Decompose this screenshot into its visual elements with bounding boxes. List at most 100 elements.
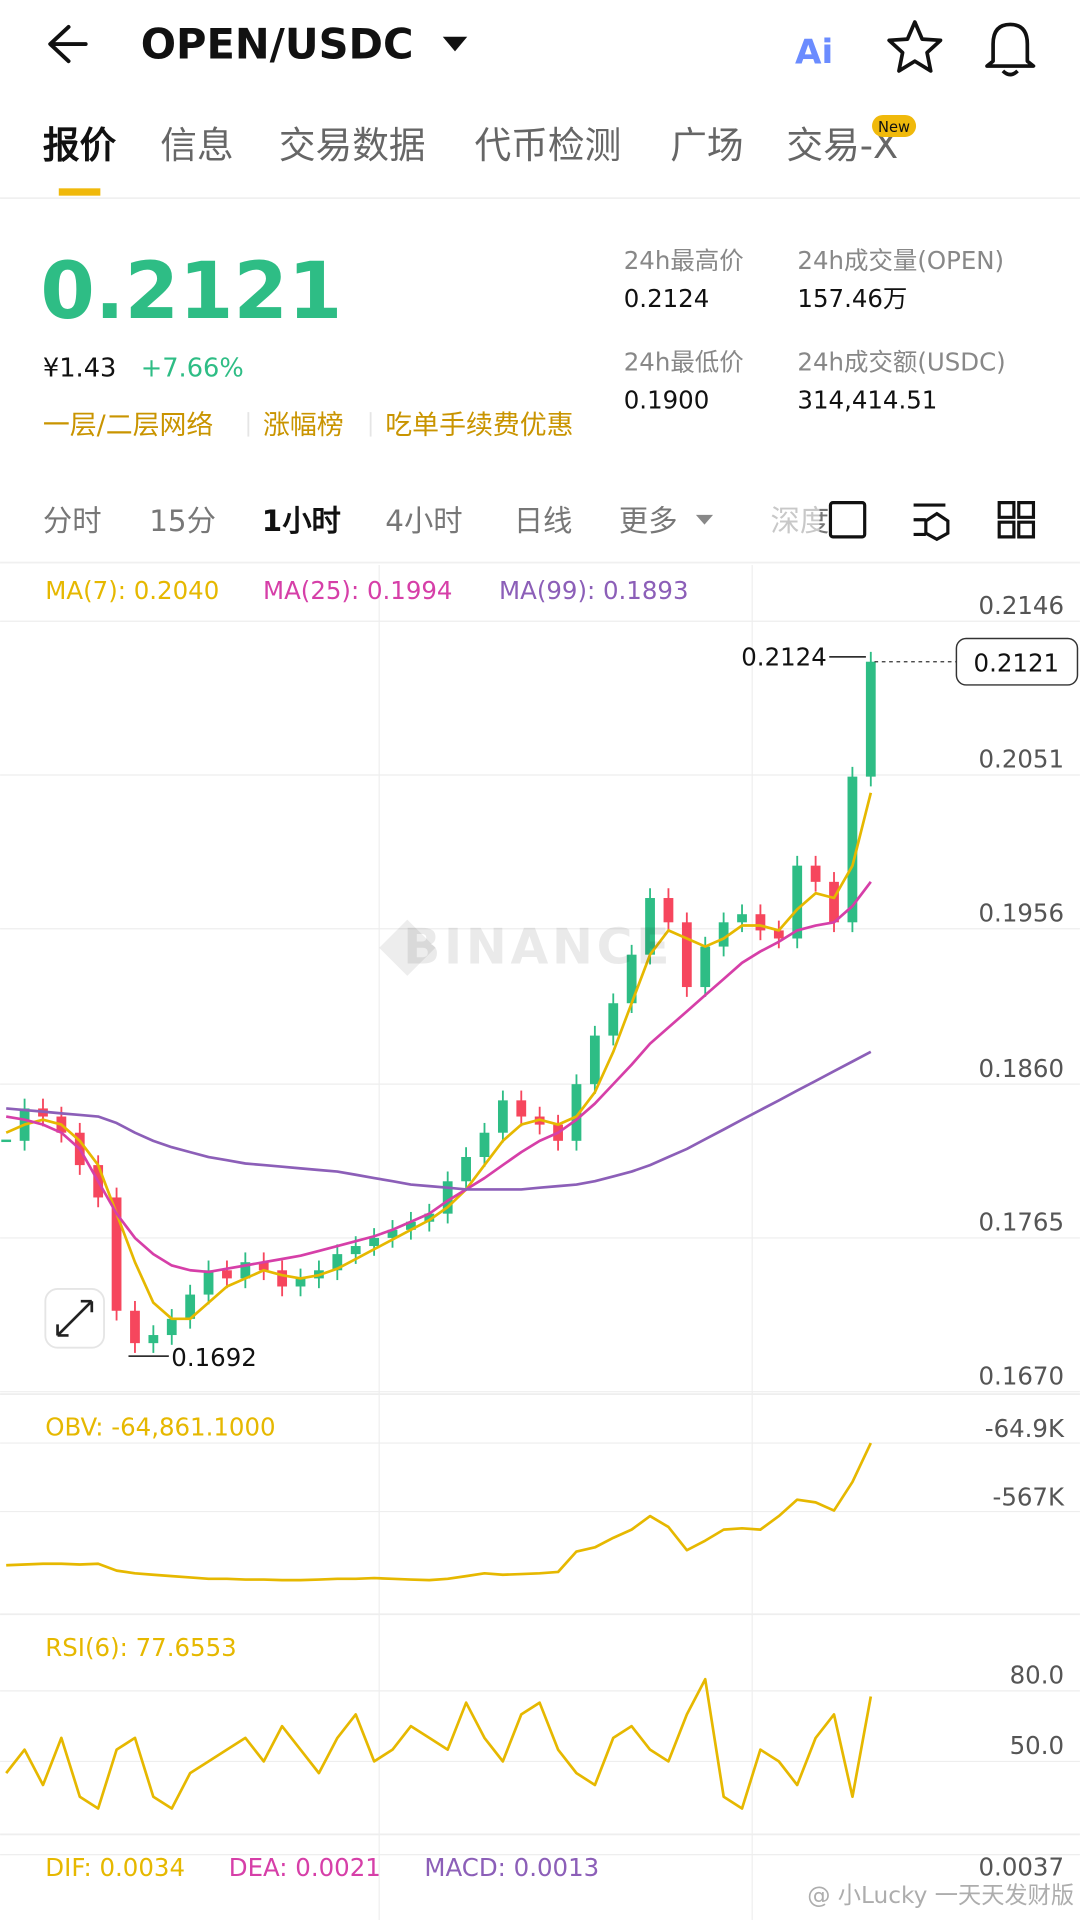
y-tick-label: 0.2146 bbox=[979, 591, 1065, 620]
layout-button[interactable] bbox=[997, 501, 1036, 539]
candle bbox=[295, 1278, 306, 1287]
watermark: BINANCE bbox=[403, 919, 673, 976]
stat-value: 314,414.51 bbox=[797, 385, 937, 414]
candle bbox=[258, 1262, 269, 1271]
candle bbox=[332, 1254, 343, 1271]
chart-tools bbox=[828, 501, 1036, 542]
stat-label: 24h最低价 bbox=[624, 348, 744, 377]
candle bbox=[755, 914, 766, 931]
candle bbox=[369, 1237, 380, 1247]
candle bbox=[608, 1003, 619, 1036]
candle bbox=[350, 1246, 361, 1255]
new-badge-text: New bbox=[878, 119, 910, 136]
candle bbox=[166, 1318, 177, 1336]
candle bbox=[829, 881, 839, 923]
candle bbox=[424, 1213, 435, 1222]
candle bbox=[479, 1132, 490, 1157]
ma-line bbox=[5, 792, 873, 1321]
back-button[interactable] bbox=[48, 24, 88, 64]
candle bbox=[148, 1335, 159, 1344]
tab[interactable]: 广场 bbox=[670, 124, 743, 167]
tag[interactable]: 一层/二层网络 bbox=[43, 410, 213, 441]
tag-list: 一层/二层网络 涨幅榜 吃单手续费优惠 bbox=[43, 410, 574, 441]
interval[interactable]: 日线 bbox=[514, 504, 573, 538]
stat-value: 0.2124 bbox=[624, 284, 710, 313]
candle bbox=[681, 922, 692, 988]
candle bbox=[111, 1197, 122, 1311]
notification-button[interactable] bbox=[985, 22, 1036, 77]
interval[interactable]: 分时 bbox=[43, 504, 102, 538]
candle bbox=[497, 1100, 508, 1133]
interval[interactable]: 1小时 bbox=[262, 504, 341, 538]
interval[interactable]: 4小时 bbox=[385, 504, 462, 538]
interval[interactable]: 更多 bbox=[619, 504, 678, 538]
y-tick-label: -567K bbox=[993, 1482, 1065, 1511]
rsi-legend: RSI(6): 77.6553 bbox=[45, 1633, 236, 1662]
candle bbox=[718, 922, 729, 947]
candle bbox=[663, 898, 674, 923]
tag[interactable]: 吃单手续费优惠 bbox=[385, 410, 573, 441]
rsi-line bbox=[5, 1677, 873, 1810]
macd-legend: MACD: 0.0013 bbox=[424, 1853, 599, 1882]
pair-title[interactable]: OPEN/USDC bbox=[141, 20, 414, 69]
ai-button[interactable]: Ai bbox=[795, 33, 833, 73]
fullscreen-button[interactable] bbox=[828, 501, 867, 539]
last-price-box bbox=[955, 637, 1079, 686]
interval[interactable]: 15分 bbox=[149, 504, 216, 538]
stat-label: 24h成交量(OPEN) bbox=[797, 246, 1004, 275]
candle bbox=[406, 1221, 416, 1230]
macd-legend: DEA: 0.0021 bbox=[229, 1853, 381, 1882]
y-tick-label: 0.2051 bbox=[979, 745, 1065, 774]
last-price: 0.2121 bbox=[40, 246, 342, 337]
stat-label: 24h最高价 bbox=[624, 246, 744, 275]
candle bbox=[737, 914, 747, 923]
tab[interactable]: 交易数据 bbox=[279, 124, 426, 167]
new-badge bbox=[872, 114, 917, 137]
y-tick-label: 0.1765 bbox=[979, 1208, 1065, 1237]
low-label: 0.1692 bbox=[171, 1343, 257, 1372]
candle bbox=[645, 898, 655, 955]
favorite-button[interactable] bbox=[887, 20, 943, 73]
watermark-logo bbox=[379, 919, 436, 976]
pair-dropdown[interactable] bbox=[442, 36, 468, 52]
candle bbox=[277, 1270, 288, 1287]
stat-label: 24h成交额(USDC) bbox=[797, 348, 1005, 377]
y-tick-label: 0.1860 bbox=[979, 1054, 1065, 1083]
ma-legend: MA(25): 0.1994 bbox=[263, 576, 452, 605]
active-tab-indicator bbox=[58, 188, 101, 196]
tag[interactable]: 涨幅榜 bbox=[263, 410, 344, 441]
y-tick-label: 50.0 bbox=[1010, 1731, 1064, 1760]
y-tick-label: 0.0037 bbox=[979, 1852, 1065, 1881]
ma-line bbox=[6, 1050, 872, 1191]
candle bbox=[626, 954, 637, 1004]
tab[interactable]: 信息 bbox=[160, 124, 233, 167]
tab[interactable]: 代币检测 bbox=[475, 124, 622, 167]
candle bbox=[516, 1100, 527, 1117]
price-change: +7.66% bbox=[141, 354, 244, 384]
candle bbox=[240, 1262, 251, 1279]
footer-watermark: @ 小Lucky 一天天发财版 bbox=[807, 1882, 1074, 1909]
candle bbox=[387, 1229, 398, 1238]
more-dropdown[interactable] bbox=[695, 514, 714, 525]
candle bbox=[792, 865, 803, 939]
indicator-button[interactable] bbox=[913, 503, 950, 542]
y-tick-label: 0.1956 bbox=[979, 898, 1065, 927]
stat-value: 0.1900 bbox=[624, 385, 710, 414]
candle bbox=[185, 1294, 196, 1319]
candle bbox=[442, 1181, 453, 1214]
candle bbox=[773, 930, 784, 939]
candle bbox=[847, 776, 858, 923]
last-price-label: 0.2121 bbox=[974, 648, 1060, 677]
tab[interactable]: 报价 bbox=[43, 124, 117, 167]
expand-icon bbox=[56, 1299, 94, 1337]
candle bbox=[203, 1270, 214, 1295]
ma-legend: MA(99): 0.1893 bbox=[499, 576, 688, 605]
candle bbox=[700, 946, 711, 988]
ma-line bbox=[5, 881, 872, 1274]
y-tick-label: -64.9K bbox=[985, 1414, 1065, 1443]
obv-line bbox=[6, 1442, 873, 1582]
stat-value: 157.46万 bbox=[797, 284, 907, 313]
